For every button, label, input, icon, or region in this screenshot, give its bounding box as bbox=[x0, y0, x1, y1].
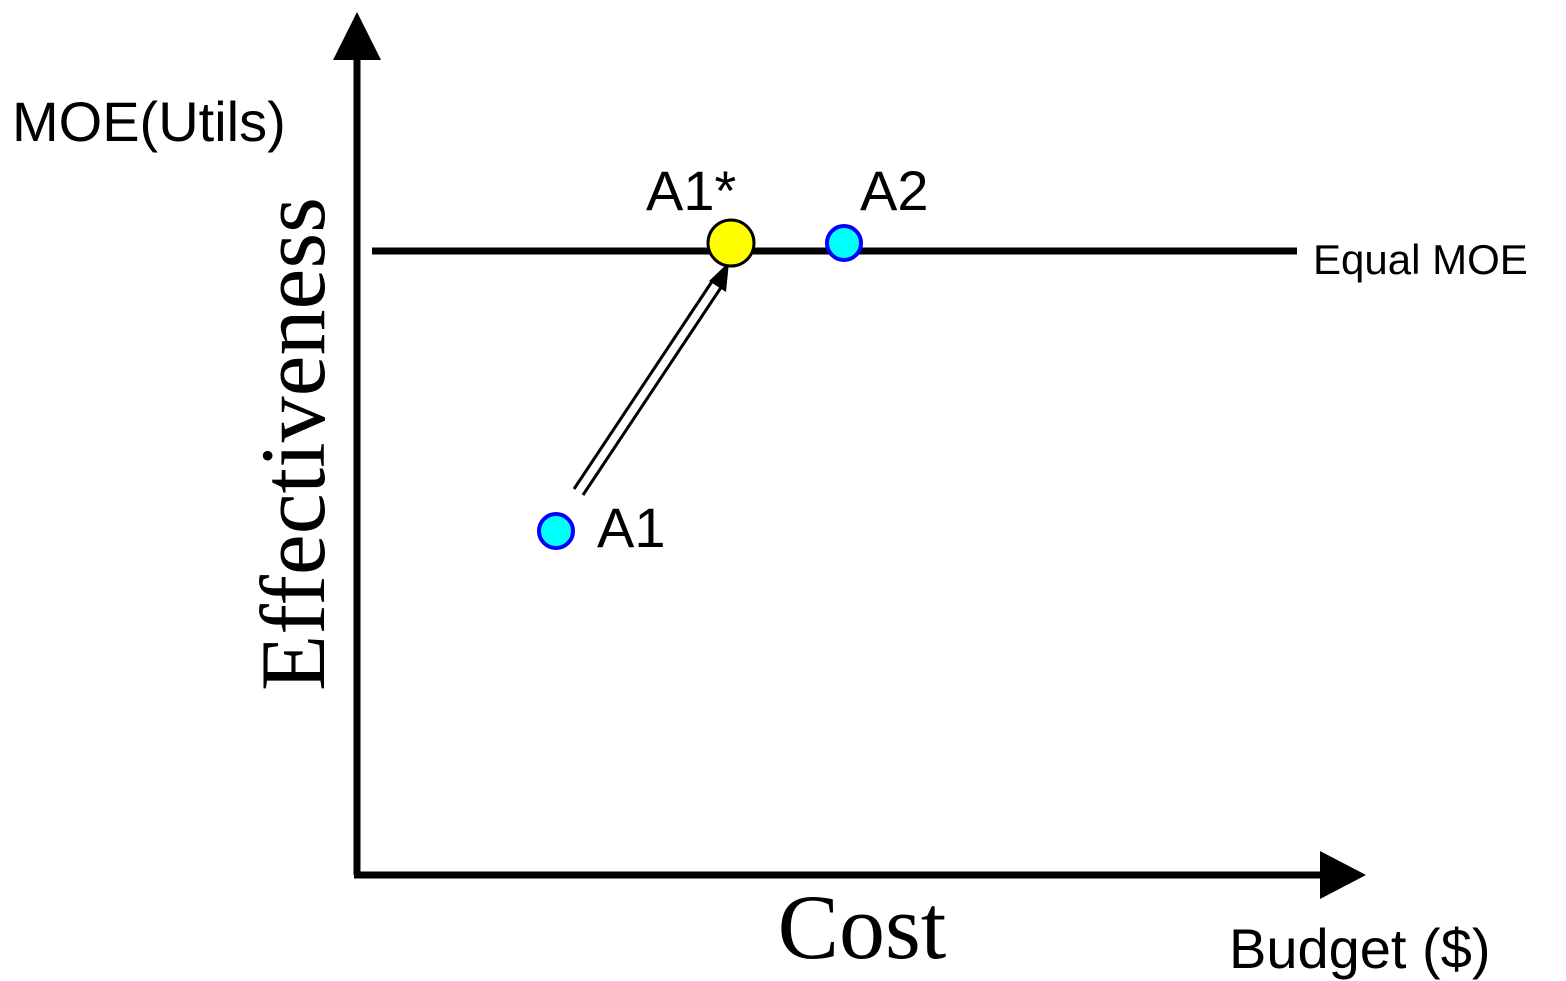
x-axis-arrowhead bbox=[1320, 851, 1366, 899]
y-axis-title: Effectiveness bbox=[242, 197, 344, 691]
label-a1: A1 bbox=[597, 496, 666, 559]
point-a2 bbox=[827, 226, 861, 260]
improvement-arrow bbox=[574, 262, 729, 495]
label-a1-star: A1* bbox=[646, 159, 736, 222]
x-axis-title: Cost bbox=[778, 876, 947, 978]
equal-moe-label: Equal MOE bbox=[1313, 236, 1528, 283]
label-a2: A2 bbox=[860, 159, 929, 222]
x-axis-unit: Budget ($) bbox=[1229, 917, 1491, 980]
point-a1 bbox=[539, 514, 573, 548]
y-axis-arrowhead bbox=[333, 12, 381, 60]
point-a1-star bbox=[708, 220, 754, 266]
y-axis-unit: MOE(Utils) bbox=[12, 90, 286, 153]
